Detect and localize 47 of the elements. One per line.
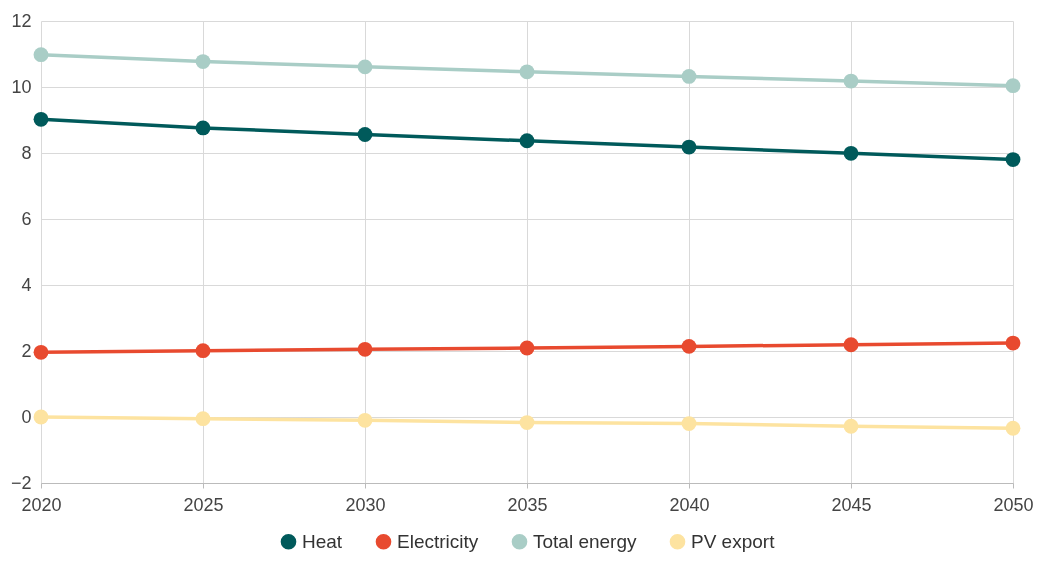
- point: [195, 343, 211, 359]
- point: [357, 412, 373, 428]
- point: [1005, 152, 1021, 167]
- y-tick-label: 2: [21, 340, 32, 361]
- point: [195, 411, 211, 427]
- point: [33, 344, 49, 360]
- y-tick-label: 10: [11, 76, 32, 97]
- point: [33, 409, 49, 425]
- point: [519, 340, 535, 356]
- point: [519, 64, 535, 80]
- point: [357, 341, 373, 357]
- point: [843, 73, 859, 89]
- point: [681, 338, 697, 354]
- legend-label: Heat: [302, 530, 343, 552]
- legend-label: Total energy: [533, 530, 638, 552]
- x-tick-label: 2040: [669, 494, 710, 515]
- point: [681, 69, 697, 84]
- point: [1005, 335, 1021, 351]
- y-tick-label: 6: [21, 208, 32, 229]
- legend-label: PV export: [691, 530, 776, 552]
- point: [681, 416, 697, 431]
- y-tick-label: −2: [10, 472, 32, 493]
- point: [519, 133, 535, 149]
- y-tick-label: 4: [21, 274, 32, 295]
- point: [843, 145, 859, 161]
- y-tick-label: 0: [21, 406, 32, 427]
- y-tick-label: 8: [21, 142, 32, 163]
- point: [843, 418, 859, 434]
- x-tick-label: 2020: [21, 494, 62, 515]
- x-tick-label: 2035: [507, 494, 548, 515]
- point: [33, 111, 49, 127]
- point: [33, 47, 49, 63]
- x-tick-label: 2045: [831, 494, 872, 515]
- point: [357, 127, 373, 142]
- y-tick-label: 12: [11, 10, 32, 31]
- point: [195, 54, 211, 69]
- point: [519, 415, 535, 431]
- point: [1005, 78, 1021, 94]
- point: [681, 139, 697, 155]
- legend-label: Electricity: [397, 530, 479, 552]
- x-tick-label: 2025: [183, 494, 224, 515]
- point: [843, 337, 859, 353]
- x-tick-label: 2050: [993, 494, 1034, 515]
- point: [195, 120, 211, 136]
- point: [1005, 420, 1021, 436]
- x-tick-label: 2030: [345, 494, 386, 515]
- point: [357, 59, 373, 75]
